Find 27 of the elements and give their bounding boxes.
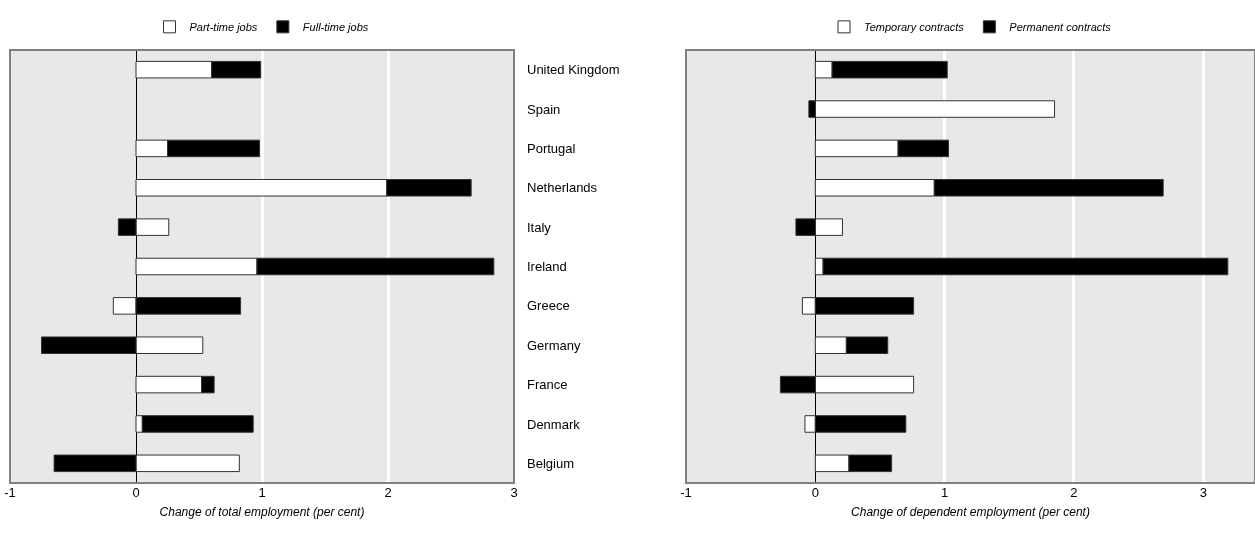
y-tick-label: Italy — [527, 219, 552, 235]
x-axis-title: Change of total employment (per cent) — [159, 504, 365, 519]
legend-label: Full-time jobs — [302, 21, 369, 34]
legend-label: Part-time jobs — [189, 21, 258, 34]
legend-label: Temporary contracts — [864, 21, 965, 34]
x-tick-label: 2 — [1070, 485, 1078, 500]
x-axis-title: Change of dependent employment (per cent) — [851, 504, 1090, 519]
x-tick-label: -1 — [4, 485, 16, 500]
x-tick-label: 0 — [132, 485, 140, 500]
y-tick-label: Belgium — [527, 455, 574, 471]
x-tick-label: 2 — [384, 485, 392, 500]
y-tick-label: Portugal — [527, 140, 576, 156]
x-tick-label: 1 — [258, 485, 266, 500]
y-tick-label: France — [527, 377, 568, 393]
x-tick-label: 1 — [941, 485, 949, 500]
y-tick-label: Germany — [527, 337, 581, 353]
y-tick-label: Netherlands — [527, 180, 598, 196]
y-tick-label: Spain — [527, 101, 561, 117]
x-tick-label: 3 — [1199, 485, 1207, 500]
legend-label: Permanent contracts — [1009, 21, 1112, 34]
y-tick-label: United Kingdom — [527, 62, 620, 78]
y-tick-label: Ireland — [527, 259, 567, 275]
y-tick-label: Greece — [527, 298, 570, 314]
x-tick-label: 0 — [811, 485, 819, 500]
x-tick-label: 3 — [510, 485, 518, 500]
y-tick-label: Denmark — [527, 416, 581, 432]
x-tick-label: -1 — [680, 485, 692, 500]
